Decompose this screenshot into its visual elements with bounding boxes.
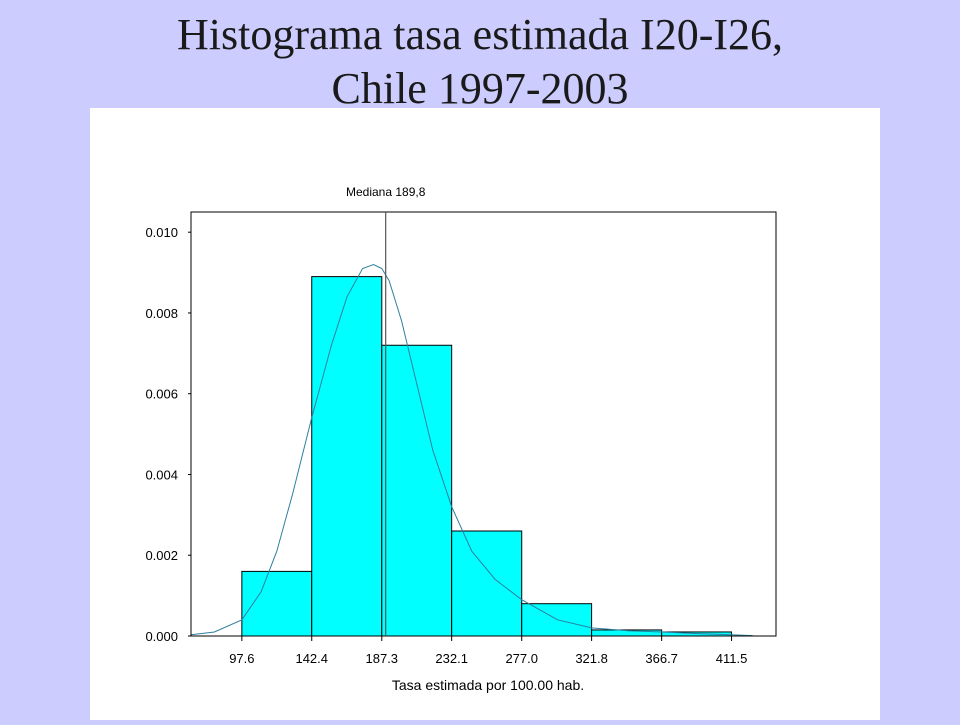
- x-axis-label: Tasa estimada por 100.00 hab.: [392, 677, 584, 693]
- slide-title: Histograma tasa estimada I20-I26, Chile …: [0, 8, 960, 116]
- x-tick-label: 366.7: [645, 651, 678, 666]
- x-axis: 97.6 142.4 187.3 232.1 277.0 321.8 366.7 411.5: [229, 636, 747, 666]
- histogram-bars: [241, 276, 733, 637]
- histogram-bar-2: [311, 276, 383, 637]
- x-tick-label: 232.1: [435, 651, 468, 666]
- x-tick-label: 277.0: [505, 651, 538, 666]
- x-tick-label: 142.4: [295, 651, 328, 666]
- title-line-1: Histograma tasa estimada I20-I26,: [176, 10, 784, 59]
- x-tick-label: 411.5: [716, 651, 748, 666]
- histogram-bar-4: [451, 530, 523, 637]
- x-tick-label: 187.3: [366, 651, 399, 666]
- chart-panel: Mediana 189,8 0.000 0.002 0.004 0.006 0.008 0…: [90, 108, 880, 720]
- y-tick-label: 0.002: [145, 548, 178, 563]
- y-tick-label: 0.006: [145, 387, 178, 402]
- y-tick-label: 0.004: [145, 467, 178, 482]
- density-curve: [190, 263, 753, 637]
- title-line-2: Chile 1997-2003: [331, 64, 629, 113]
- histogram-chart: Mediana 189,8 0.0000.0020.0040.0060.0080…: [145, 185, 777, 693]
- x-tick-label: 97.6: [229, 651, 254, 666]
- median-label: Mediana 189,8: [346, 185, 426, 199]
- histogram-bar-3: [381, 344, 453, 637]
- y-axis: 0.000 0.002 0.004 0.006 0.008 0.010: [145, 218, 192, 644]
- y-tick-label: 0.000: [145, 629, 178, 644]
- y-tick-label: 0.010: [145, 225, 178, 240]
- y-tick-label: 0.008: [145, 306, 178, 321]
- plot-frame: [190, 211, 777, 637]
- x-tick-label: 321.8: [575, 651, 608, 666]
